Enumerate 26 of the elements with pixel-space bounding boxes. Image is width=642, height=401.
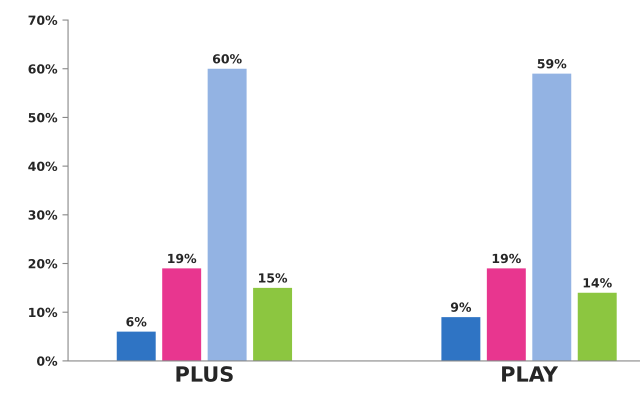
x-tick-label: PLUS <box>176 366 233 382</box>
bar <box>162 268 202 361</box>
y-tick-label: 0% <box>37 356 58 366</box>
bar <box>578 292 617 361</box>
text: 9% <box>450 302 472 312</box>
text: 19% <box>168 254 196 264</box>
text: 14% <box>584 278 612 288</box>
bar <box>486 268 526 361</box>
text: 59% <box>538 58 566 68</box>
text: 15% <box>259 273 288 283</box>
bar <box>441 317 480 361</box>
y-tick-label: 70% <box>28 16 58 25</box>
text: 6% <box>126 317 146 326</box>
bar <box>532 74 572 361</box>
y-tick-label: 60% <box>28 64 58 74</box>
y-tick-label: 50% <box>28 112 58 122</box>
y-tick-label: 30% <box>28 210 58 220</box>
y-tick-label: 20% <box>28 258 58 268</box>
bar <box>253 288 292 361</box>
text: 19% <box>492 254 521 264</box>
y-tick-label: 40% <box>28 162 58 172</box>
text: 60% <box>212 54 242 64</box>
y-tick-label: 10% <box>29 308 58 318</box>
bar <box>208 68 247 361</box>
x-tick-label: PLAY <box>502 366 558 382</box>
bar <box>116 332 156 361</box>
